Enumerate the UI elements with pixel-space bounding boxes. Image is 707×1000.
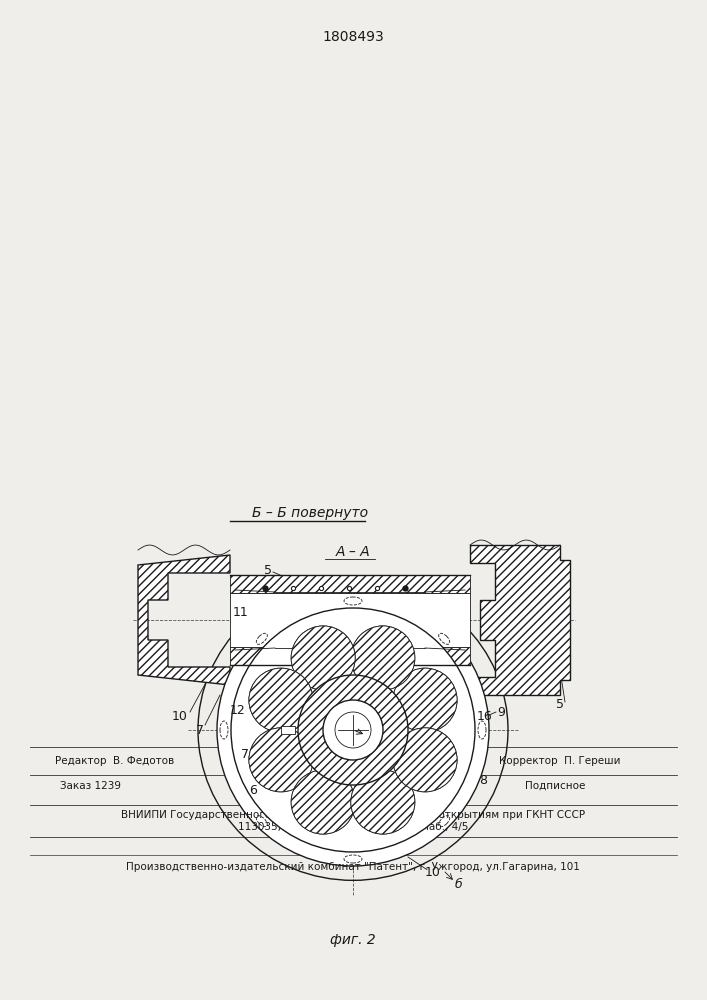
Circle shape bbox=[249, 668, 313, 732]
Text: 11: 11 bbox=[233, 606, 249, 619]
Text: 7: 7 bbox=[241, 748, 249, 762]
Circle shape bbox=[393, 728, 457, 792]
Text: 5: 5 bbox=[264, 564, 272, 576]
Text: Редактор  В. Федотов: Редактор В. Федотов bbox=[55, 756, 175, 766]
Circle shape bbox=[323, 700, 383, 760]
Circle shape bbox=[231, 608, 475, 852]
Bar bbox=[230, 575, 470, 593]
Circle shape bbox=[249, 728, 313, 792]
Circle shape bbox=[393, 728, 457, 792]
Bar bbox=[230, 593, 470, 647]
Text: 16: 16 bbox=[477, 710, 493, 724]
Circle shape bbox=[291, 770, 355, 834]
Text: Составитель  Н. Мохорт: Составитель Н. Мохорт bbox=[284, 752, 416, 762]
Bar bbox=[120, 535, 580, 705]
Polygon shape bbox=[138, 555, 230, 685]
Text: А – А: А – А bbox=[336, 545, 370, 559]
Text: Производственно-издательский комбинат "Патент", г. Ужгород, ул.Гагарина, 101: Производственно-издательский комбинат "П… bbox=[126, 862, 580, 872]
Circle shape bbox=[335, 712, 371, 748]
Circle shape bbox=[351, 770, 415, 834]
Circle shape bbox=[298, 675, 408, 785]
Circle shape bbox=[291, 626, 355, 690]
Text: Тираж: Тираж bbox=[332, 781, 368, 791]
Circle shape bbox=[249, 668, 313, 732]
Circle shape bbox=[351, 626, 415, 690]
Text: 5: 5 bbox=[556, 698, 564, 712]
Circle shape bbox=[291, 770, 355, 834]
Text: 113035, Москва, Ж-35, Раушская наб., 4/5: 113035, Москва, Ж-35, Раушская наб., 4/5 bbox=[238, 822, 468, 832]
Text: Подписное: Подписное bbox=[525, 781, 585, 791]
Text: Б – Б повернуто: Б – Б повернуто bbox=[252, 506, 368, 520]
Text: 7: 7 bbox=[196, 724, 204, 736]
Bar bbox=[230, 647, 470, 665]
Bar bbox=[250, 665, 390, 700]
Circle shape bbox=[217, 594, 489, 866]
Text: 6: 6 bbox=[249, 784, 257, 796]
Text: 9: 9 bbox=[497, 706, 505, 718]
Text: фиг. 3: фиг. 3 bbox=[330, 693, 376, 707]
Text: 10: 10 bbox=[425, 865, 441, 879]
Text: ВНИИПИ Государственного комитета по изобретениям и открытиям при ГКНТ СССР: ВНИИПИ Государственного комитета по изоб… bbox=[121, 810, 585, 820]
Circle shape bbox=[291, 626, 355, 690]
Circle shape bbox=[393, 668, 457, 732]
Text: Корректор  П. Гереши: Корректор П. Гереши bbox=[499, 756, 621, 766]
Text: Техред  М. Моргентал: Техред М. Моргентал bbox=[290, 764, 410, 774]
Text: 1808493: 1808493 bbox=[322, 30, 384, 44]
Circle shape bbox=[351, 770, 415, 834]
Bar bbox=[245, 700, 395, 720]
Text: 10: 10 bbox=[172, 710, 188, 724]
Bar bbox=[281, 726, 295, 734]
Text: б: б bbox=[454, 879, 462, 892]
Circle shape bbox=[393, 668, 457, 732]
Text: фиг. 2: фиг. 2 bbox=[330, 933, 376, 947]
Text: Заказ 1239: Заказ 1239 bbox=[59, 781, 120, 791]
Text: 8: 8 bbox=[479, 774, 487, 786]
Circle shape bbox=[351, 626, 415, 690]
Text: 12: 12 bbox=[230, 704, 246, 716]
Polygon shape bbox=[470, 545, 570, 695]
Circle shape bbox=[249, 728, 313, 792]
